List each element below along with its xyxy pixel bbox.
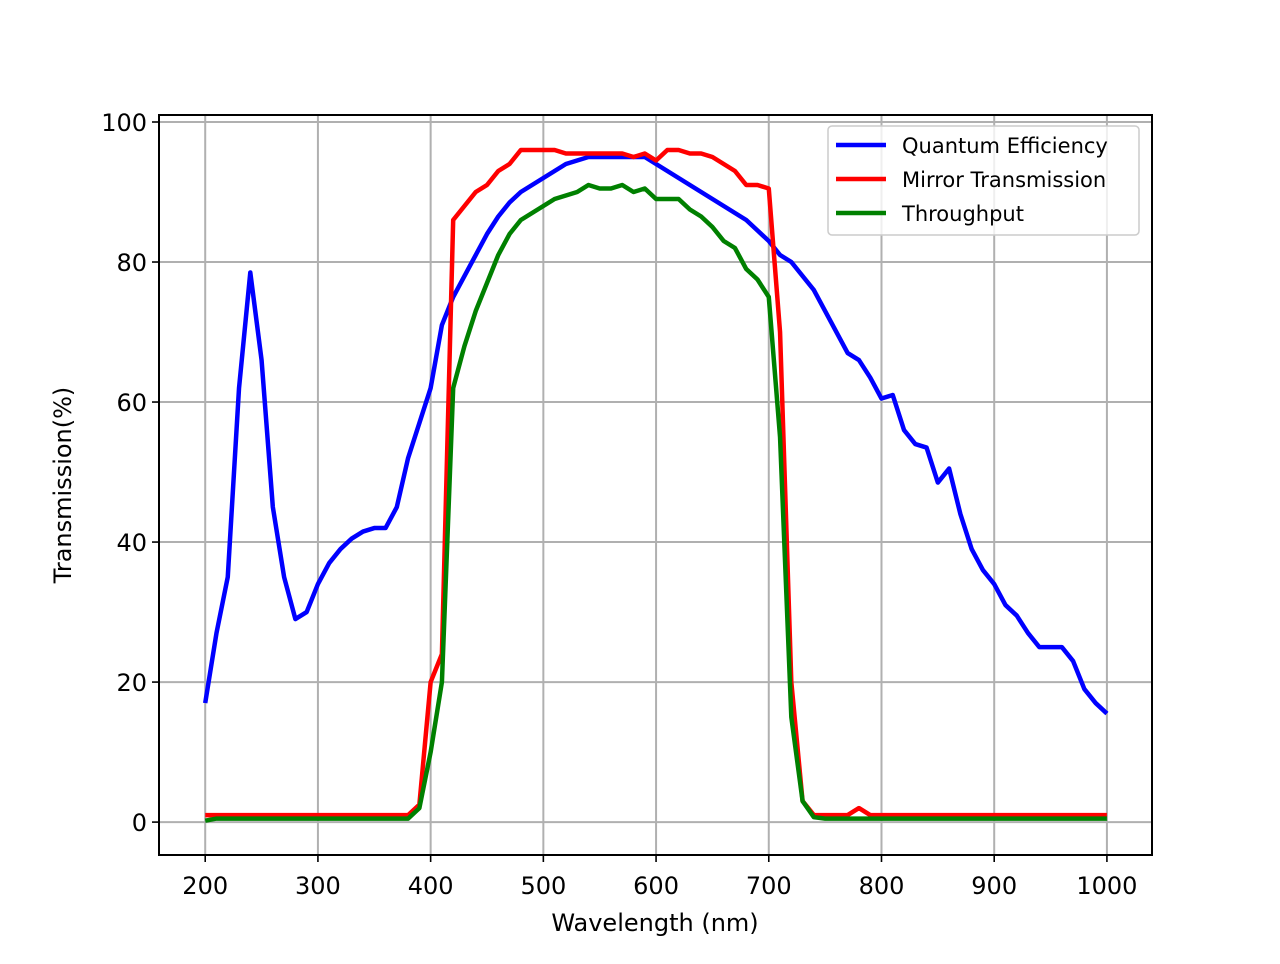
x-tick-label: 200 bbox=[182, 872, 228, 900]
y-tick-label: 0 bbox=[132, 809, 147, 837]
legend-label: Throughput bbox=[901, 202, 1024, 226]
y-tick-label: 20 bbox=[116, 669, 147, 697]
legend: Quantum Efficiency Mirror Transmission Thr… bbox=[827, 125, 1140, 236]
legend-label: Mirror Transmission bbox=[902, 168, 1106, 192]
x-tick-label: 500 bbox=[520, 872, 566, 900]
x-tick-label: 300 bbox=[295, 872, 341, 900]
data-line bbox=[204, 182, 1107, 823]
y-tick-label: 40 bbox=[116, 529, 147, 557]
y-tick-label: 80 bbox=[116, 249, 147, 277]
data-line bbox=[202, 154, 1109, 716]
x-tick-label: 1000 bbox=[1076, 872, 1137, 900]
x-axis-label: Wavelength (nm) bbox=[551, 909, 758, 937]
x-tick-label: 700 bbox=[746, 872, 792, 900]
plot-frame bbox=[158, 114, 1153, 856]
y-tick-label: 60 bbox=[116, 389, 147, 417]
legend-label: Quantum Efficiency bbox=[902, 134, 1108, 158]
data-line bbox=[205, 147, 1107, 818]
y-axis-label: Transmission(%) bbox=[49, 387, 77, 585]
legend-box bbox=[827, 125, 1140, 236]
x-tick-label: 900 bbox=[971, 872, 1017, 900]
x-tick-label: 400 bbox=[408, 872, 454, 900]
x-tick-label: 600 bbox=[633, 872, 679, 900]
y-tick-label: 100 bbox=[101, 109, 147, 137]
x-tick-label: 800 bbox=[859, 872, 905, 900]
